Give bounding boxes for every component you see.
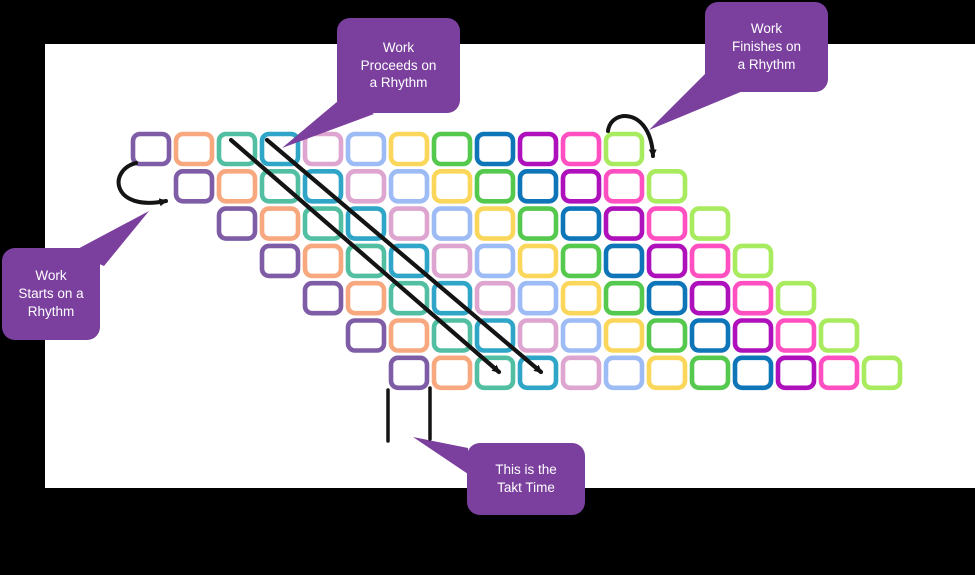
work-item-box — [474, 243, 516, 279]
callout-takt-time: This is the Takt Time — [467, 443, 585, 515]
work-item-box — [560, 131, 602, 167]
work-item-box — [388, 280, 430, 316]
work-item-box — [345, 243, 387, 279]
work-item-box — [517, 169, 559, 204]
work-item-box — [474, 131, 516, 167]
work-item-box — [646, 206, 688, 241]
work-item-box — [818, 318, 860, 353]
work-item-box — [474, 355, 516, 391]
work-item-box — [646, 280, 688, 316]
work-item-box — [646, 169, 688, 204]
work-item-box — [431, 318, 473, 353]
work-item-box — [388, 206, 430, 241]
work-item-box — [173, 169, 215, 204]
work-item-box — [345, 169, 387, 204]
work-item-box — [259, 243, 301, 279]
work-item-box — [431, 131, 473, 167]
work-item-box — [560, 206, 602, 241]
takt-flow-arrow-right — [264, 137, 544, 375]
work-item-box — [861, 355, 903, 391]
work-item-box — [345, 318, 387, 353]
takt-flow-arrow-left — [228, 137, 502, 375]
work-item-box — [732, 355, 774, 391]
work-item-box — [517, 280, 559, 316]
work-item-box — [603, 355, 645, 391]
work-item-box — [388, 355, 430, 391]
work-item-box — [431, 169, 473, 204]
work-item-box — [517, 318, 559, 353]
work-item-box — [732, 280, 774, 316]
work-item-box — [345, 131, 387, 167]
work-item-box — [560, 280, 602, 316]
work-item-box — [517, 243, 559, 279]
work-item-box — [517, 355, 559, 391]
work-item-box — [388, 318, 430, 353]
work-item-box — [646, 355, 688, 391]
work-item-box — [689, 318, 731, 353]
work-item-box — [302, 243, 344, 279]
work-item-box — [560, 169, 602, 204]
work-item-box — [517, 131, 559, 167]
work-item-box — [646, 243, 688, 279]
work-item-box — [603, 243, 645, 279]
work-item-box — [388, 131, 430, 167]
work-item-box — [603, 206, 645, 241]
work-item-box — [474, 169, 516, 204]
work-item-box — [560, 355, 602, 391]
callout-tail-takt-time — [413, 437, 468, 474]
work-item-box — [603, 280, 645, 316]
work-item-box — [818, 355, 860, 391]
work-item-box — [173, 131, 215, 167]
work-item-box — [775, 355, 817, 391]
work-item-box — [474, 280, 516, 316]
work-item-box — [302, 280, 344, 316]
work-item-box — [259, 169, 301, 204]
work-item-box — [560, 318, 602, 353]
work-item-box — [732, 243, 774, 279]
work-item-box — [603, 318, 645, 353]
work-item-box — [517, 206, 559, 241]
work-item-box — [560, 243, 602, 279]
work-item-box — [646, 318, 688, 353]
work-item-box — [216, 169, 258, 204]
work-item-box — [474, 206, 516, 241]
callout-work-proceeds: Work Proceeds on a Rhythm — [337, 18, 460, 113]
work-item-box — [388, 169, 430, 204]
work-item-box — [259, 206, 301, 241]
work-item-box — [775, 280, 817, 316]
work-item-box — [732, 318, 774, 353]
work-item-box — [603, 131, 645, 167]
work-item-box — [689, 206, 731, 241]
work-item-box — [689, 355, 731, 391]
rhythm-loop-arrow-start — [116, 161, 168, 207]
work-item-box — [130, 131, 172, 167]
work-item-box — [431, 243, 473, 279]
work-item-box — [302, 131, 344, 167]
work-item-box — [603, 169, 645, 204]
work-item-box — [302, 206, 344, 241]
work-item-box — [216, 131, 258, 167]
work-item-box — [216, 206, 258, 241]
callout-work-starts: Work Starts on a Rhythm — [2, 248, 100, 340]
work-item-box — [431, 355, 473, 391]
work-item-box — [431, 206, 473, 241]
rhythm-loop-arrow-finish — [606, 114, 657, 158]
work-item-box — [775, 318, 817, 353]
work-item-box — [689, 243, 731, 279]
work-item-box — [345, 280, 387, 316]
callout-work-finishes: Work Finishes on a Rhythm — [705, 2, 828, 92]
work-item-box — [689, 280, 731, 316]
